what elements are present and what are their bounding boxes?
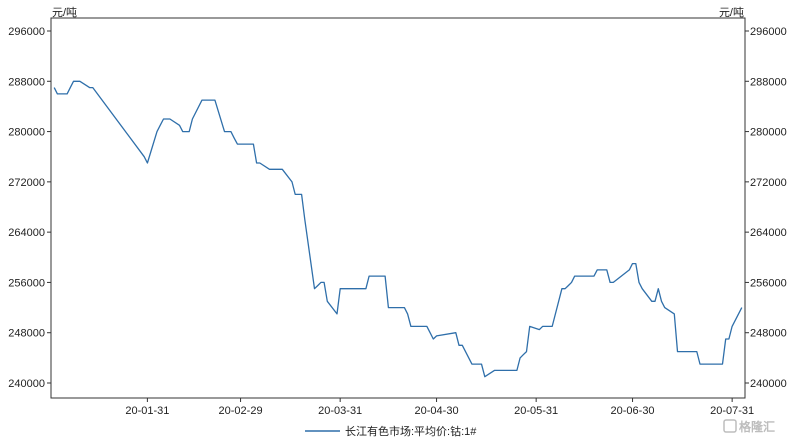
y-tick-label-left: 280000 <box>8 127 45 139</box>
y-tick-label-right: 264000 <box>750 227 787 239</box>
watermark: 格隆汇 <box>723 419 775 434</box>
x-axis: 20-01-31 20-02-29 20-03-31 20-04-30 20-05-31… <box>125 398 754 417</box>
y-tick-label-left: 248000 <box>8 328 45 340</box>
y-tick-label-right: 256000 <box>750 277 787 289</box>
y-tick-label-left: 256000 <box>8 277 45 289</box>
y-tick-label-left: 264000 <box>8 227 45 239</box>
x-tick-label: 20-01-31 <box>125 405 169 417</box>
y-unit-right: 元/吨 <box>719 6 744 19</box>
legend: 长江有色市场:平均价:钴:1# <box>305 424 477 438</box>
y-tick-label-right: 248000 <box>750 328 787 340</box>
x-tick-label: 20-07-31 <box>710 405 754 417</box>
series-layer <box>53 80 743 378</box>
y-unit-left: 元/吨 <box>52 6 77 19</box>
y-axis-right: 240000 248000 256000 264000 272000 280000 2880… <box>745 26 787 390</box>
y-axis-left: 240000 248000 256000 264000 272000 280000 2880… <box>8 26 51 390</box>
x-tick-label: 20-02-29 <box>219 405 263 417</box>
y-tick-label-left: 272000 <box>8 177 45 189</box>
series-line <box>53 80 743 378</box>
x-tick-label: 20-06-30 <box>611 405 655 417</box>
y-tick-label-left: 288000 <box>8 76 45 88</box>
x-tick-label: 20-05-31 <box>514 405 558 417</box>
y-tick-label-right: 296000 <box>750 26 787 38</box>
watermark-logo-icon <box>723 419 737 433</box>
x-tick-label: 20-03-31 <box>318 405 362 417</box>
legend-label: 长江有色市场:平均价:钴:1# <box>345 424 477 438</box>
watermark-text: 格隆汇 <box>739 419 775 434</box>
plot-area <box>50 17 746 399</box>
y-tick-label-left: 296000 <box>8 26 45 38</box>
y-tick-label-right: 288000 <box>750 76 787 88</box>
y-tick-label-right: 240000 <box>750 378 787 390</box>
y-tick-label-right: 272000 <box>750 177 787 189</box>
y-tick-label-right: 280000 <box>750 127 787 139</box>
y-tick-label-left: 240000 <box>8 378 45 390</box>
x-tick-label: 20-04-30 <box>415 405 459 417</box>
